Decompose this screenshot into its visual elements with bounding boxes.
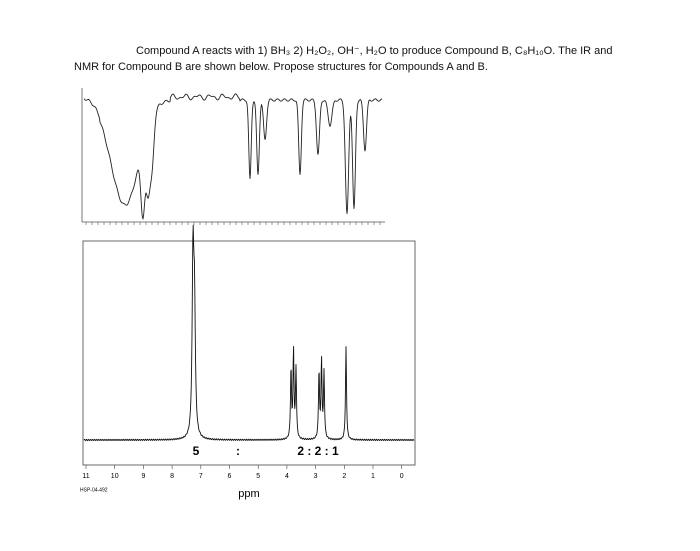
axis-label: 2	[342, 473, 346, 480]
axis-label: 8	[170, 473, 174, 480]
axis-label: 1	[371, 473, 375, 480]
nmr-ticks: 11 10 9 8 7 6 5 4 3 2 1 0	[82, 465, 404, 480]
sample-code: HSP-04-492	[80, 487, 108, 493]
axis-label: 3	[314, 473, 318, 480]
axis-label: 6	[228, 473, 232, 480]
axis-label: 10	[111, 473, 119, 480]
integration-label: 2 : 2 : 1	[297, 444, 339, 458]
axis-label: 5	[256, 473, 260, 480]
question-line: NMR for Compound B are shown below. Prop…	[74, 61, 488, 73]
integration-label: :	[236, 444, 240, 458]
nmr-frame	[82, 240, 416, 466]
axis-label: 7	[199, 473, 203, 480]
integration-label: 5	[193, 444, 200, 458]
axis-label: 0	[400, 473, 404, 480]
axis-title: ppm	[238, 488, 259, 500]
nmr-spectrum: 5 : 2 : 2 : 1 11 10 9 8 7 6 5 4 3 2 1 0 ppm HSP-04-…	[80, 224, 416, 500]
nmr-trace	[83, 224, 415, 442]
axis-label: 11	[82, 473, 89, 480]
axis-label: 9	[141, 473, 145, 480]
ir-ticks	[85, 222, 381, 225]
ir-trace	[83, 93, 383, 220]
question-line: Compound A reacts with 1) BH₃ 2) H₂O₂, O…	[136, 45, 613, 57]
ir-spectrum	[81, 88, 385, 225]
axis-label: 4	[285, 473, 289, 480]
